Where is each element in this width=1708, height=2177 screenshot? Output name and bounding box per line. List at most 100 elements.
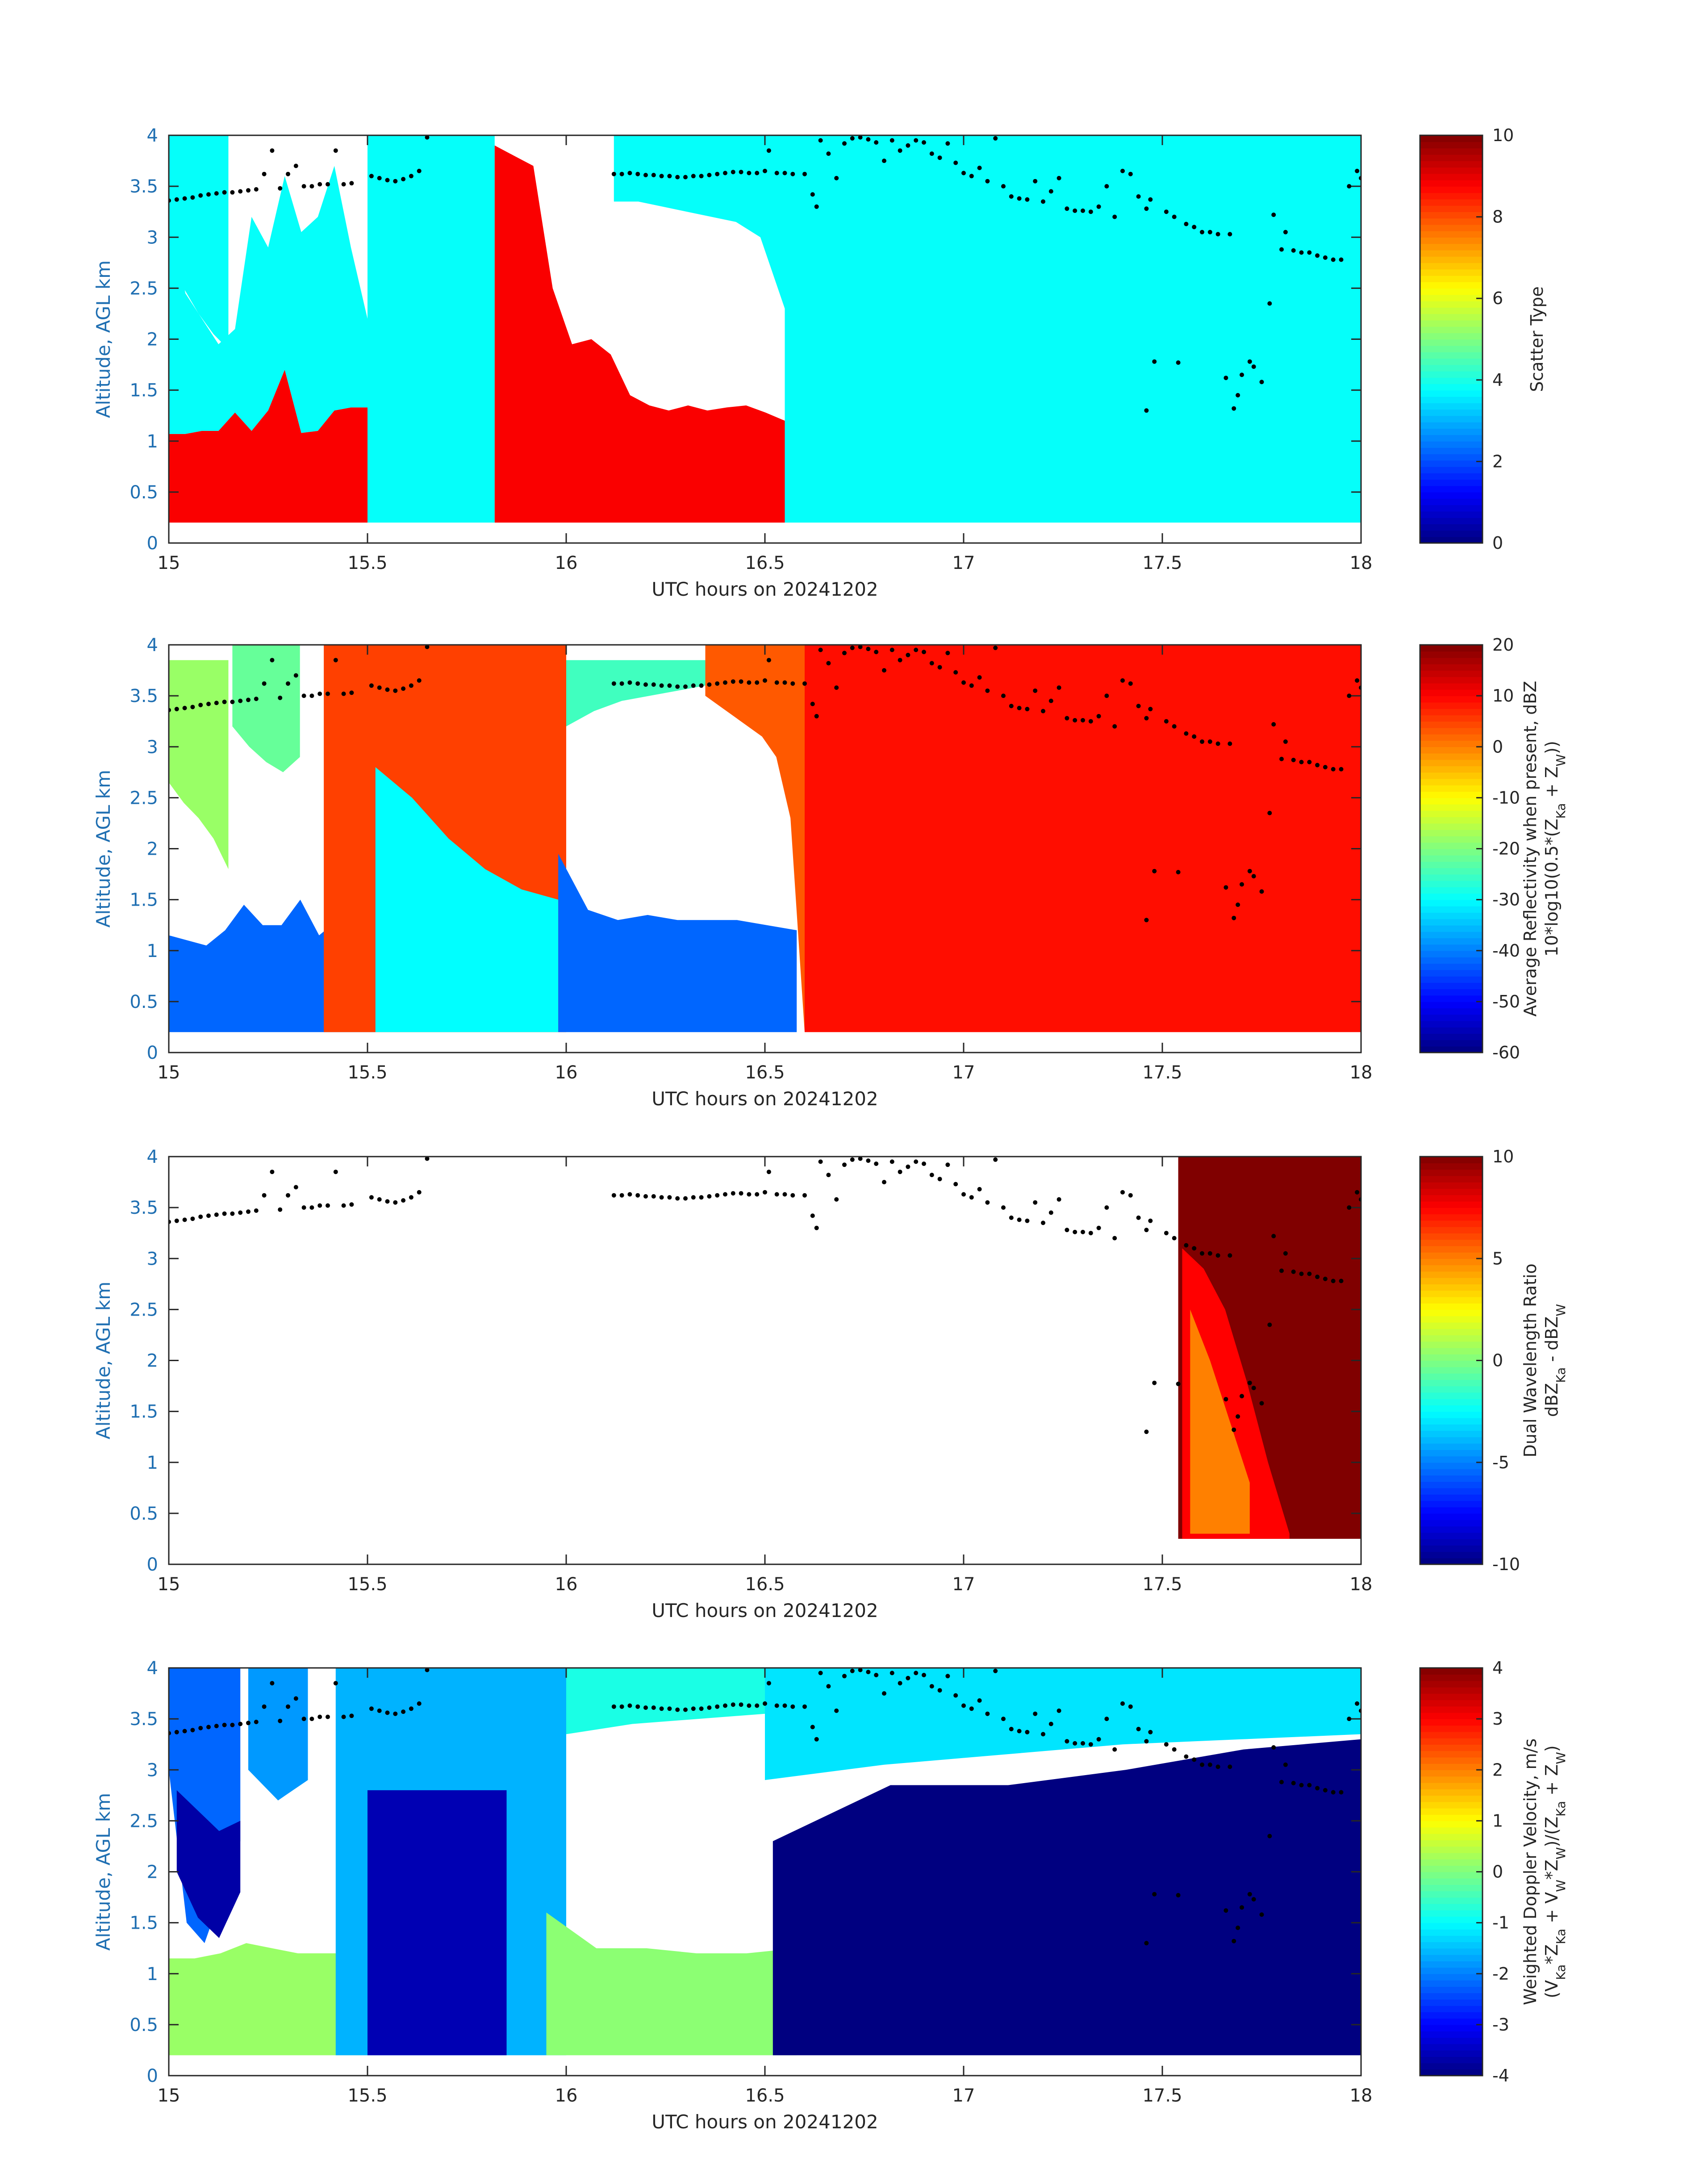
y-tick-label: 2.5: [129, 1300, 158, 1320]
figure-panels: 15 15.5 16 16.5 17 17.5 1800.511.522.533.54UTC…: [92, 125, 1568, 2133]
marker-point: [643, 1705, 648, 1710]
marker-point: [1025, 706, 1030, 711]
marker-point: [882, 668, 886, 673]
marker-point: [262, 681, 267, 686]
marker-point: [763, 1190, 767, 1195]
marker-point: [341, 1203, 346, 1208]
marker-point: [1065, 716, 1069, 721]
colorbar-swatch: [1420, 1195, 1482, 1202]
marker-point: [627, 680, 632, 685]
marker-point: [1240, 372, 1244, 377]
marker-point: [782, 1703, 787, 1708]
marker-point: [301, 694, 306, 698]
marker-point: [755, 1192, 760, 1197]
colorbar-swatch: [1420, 912, 1482, 919]
heatmap-region: [375, 767, 559, 1032]
colorbar-swatch: [1420, 1680, 1482, 1688]
marker-point: [790, 1704, 795, 1709]
heatmap-region: [705, 645, 805, 1032]
y-tick-label: 0: [147, 1043, 158, 1063]
colorbar-swatch: [1420, 466, 1482, 473]
marker-point: [858, 135, 863, 140]
y-tick-label: 2.5: [129, 1811, 158, 1831]
colorbar-tick-label: 8: [1492, 207, 1503, 227]
colorbar-swatch: [1420, 435, 1482, 442]
marker-point: [691, 683, 696, 688]
colorbar-swatch: [1420, 1214, 1482, 1221]
marker-series: [169, 645, 1361, 923]
colorbar-tick-label: -3: [1492, 2015, 1509, 2035]
marker-point: [1232, 1427, 1236, 1432]
marker-point: [818, 648, 823, 652]
x-axis-label: UTC hours on 20241202: [651, 2111, 878, 2133]
marker-point: [1144, 1739, 1149, 1744]
colorbar-swatch: [1420, 887, 1482, 894]
marker-point: [914, 138, 919, 143]
colorbar-swatch: [1420, 1526, 1482, 1533]
marker-point: [675, 1196, 680, 1201]
marker-point: [929, 1173, 934, 1178]
marker-point: [1144, 206, 1149, 211]
x-tick-label: 15.5: [347, 1574, 387, 1595]
marker-point: [1355, 168, 1360, 173]
colorbar-label: Scatter Type: [1527, 286, 1547, 392]
colorbar-swatch: [1420, 1789, 1482, 1796]
x-tick-label: 16: [555, 2085, 578, 2106]
marker-point: [1184, 731, 1189, 736]
heatmap-layer: [169, 135, 1361, 523]
marker-point: [1192, 1757, 1197, 1762]
colorbar-swatch: [1420, 772, 1482, 779]
y-tick-label: 2: [147, 1862, 158, 1883]
marker-point: [174, 706, 179, 711]
colorbar-swatch: [1420, 186, 1482, 193]
colorbar-swatch: [1420, 1942, 1482, 1949]
colorbar-swatch: [1420, 250, 1482, 257]
marker-point: [922, 1673, 926, 1677]
marker-point: [874, 650, 879, 654]
colorbar-swatch: [1420, 1201, 1482, 1208]
colorbar-swatch: [1420, 1329, 1482, 1336]
marker-point: [914, 648, 919, 652]
colorbar-swatch: [1420, 1008, 1482, 1015]
colorbar-tick-label: 4: [1492, 370, 1503, 390]
colorbar-tick-label: 0: [1492, 1351, 1503, 1371]
marker-point: [1279, 756, 1284, 761]
colorbar-swatch: [1420, 307, 1482, 314]
marker-point: [874, 140, 879, 145]
colorbar-swatch: [1420, 263, 1482, 270]
colorbar-swatch: [1420, 1469, 1482, 1476]
colorbar-swatch: [1420, 1872, 1482, 1879]
marker-point: [635, 1704, 640, 1709]
colorbar-swatch: [1420, 205, 1482, 212]
marker-point: [1259, 1401, 1264, 1406]
marker-point: [766, 1170, 771, 1174]
marker-point: [1144, 918, 1149, 923]
marker-point: [1267, 1834, 1272, 1839]
colorbar-swatch: [1420, 829, 1482, 836]
colorbar-swatch: [1420, 237, 1482, 244]
marker-point: [222, 190, 227, 195]
x-tick-label: 16.5: [745, 1062, 785, 1083]
x-tick-label: 16: [555, 1574, 578, 1595]
marker-point: [850, 136, 855, 141]
colorbar-swatch: [1420, 313, 1482, 321]
colorbar-tick-label: 20: [1492, 635, 1514, 655]
colorbar-swatch: [1420, 1360, 1482, 1367]
marker-point: [254, 1208, 259, 1213]
marker-point: [1041, 709, 1045, 714]
colorbar-swatch: [1420, 798, 1482, 805]
marker-point: [254, 1720, 259, 1724]
colorbar-swatch: [1420, 1290, 1482, 1297]
marker-point: [826, 1173, 831, 1178]
marker-point: [417, 678, 422, 683]
marker-point: [937, 1688, 942, 1693]
colorbar-swatch: [1420, 269, 1482, 276]
marker-point: [293, 1185, 298, 1190]
marker-point: [691, 174, 696, 179]
marker-point: [309, 184, 314, 189]
colorbar-swatch: [1420, 1157, 1482, 1164]
heatmap-region: [566, 1668, 765, 1734]
colorbar-swatch: [1420, 142, 1482, 149]
marker-point: [1073, 208, 1077, 213]
marker-point: [1236, 1414, 1240, 1419]
